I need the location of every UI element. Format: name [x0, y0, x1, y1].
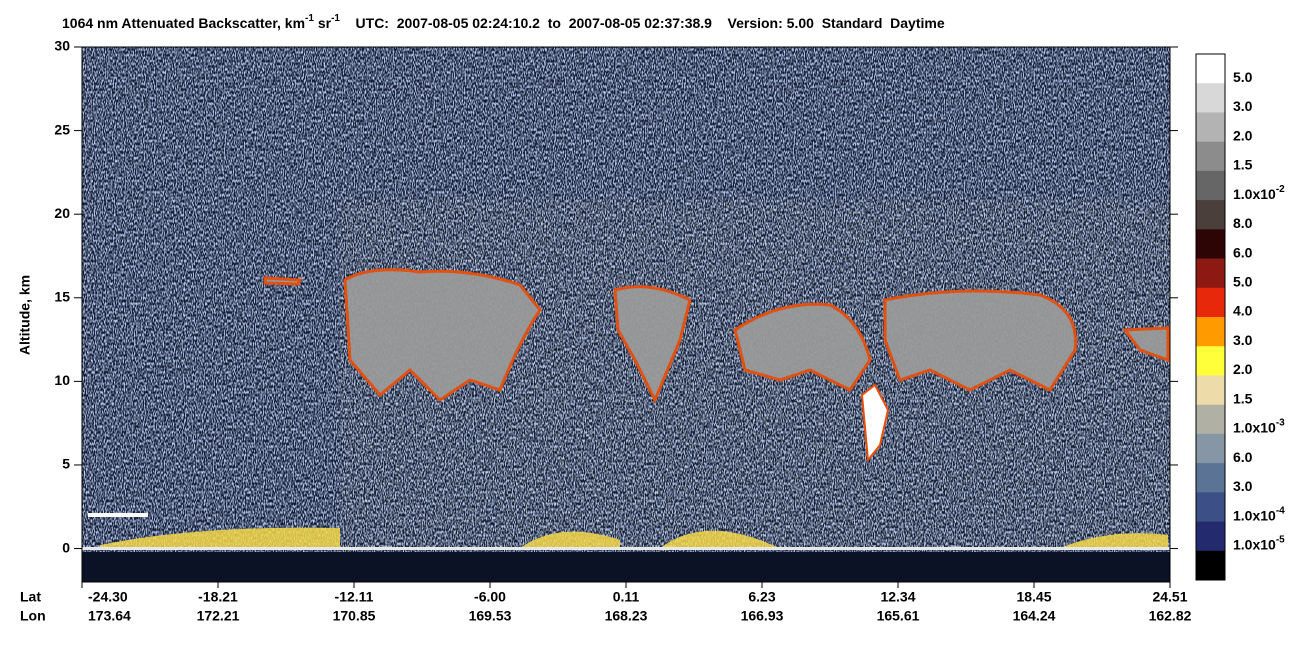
colorbar-segment: [1196, 83, 1225, 113]
y-tick-label: 5: [62, 456, 70, 472]
colorbar-label: 3.0: [1233, 98, 1253, 114]
colorbar-segment: [1196, 521, 1225, 552]
colorbar-segment: [1196, 404, 1225, 435]
y-tick-label: 0: [62, 539, 70, 555]
colorbar-segment: [1196, 141, 1225, 172]
lon-tick-label: 169.53: [469, 608, 512, 624]
lon-tick-label: 164.24: [1013, 608, 1056, 624]
colorbar-label-text: 2.0: [1233, 361, 1253, 377]
lon-tick-label: 165.61: [877, 608, 920, 624]
colorbar-segment: [1196, 258, 1225, 289]
y-axis-label: Altitude, km: [17, 275, 33, 355]
colorbar-segment: [1196, 54, 1225, 84]
colorbar-label-text: 2.0: [1233, 127, 1253, 143]
lon-row-label: Lon: [20, 608, 46, 624]
colorbar-label: 1.0x10-4: [1233, 505, 1285, 523]
lat-tick-label: -6.00: [474, 589, 506, 605]
colorbar-label-exp: -4: [1276, 505, 1285, 516]
y-tick-label: 15: [54, 288, 70, 304]
colorbar-label-text: 1.0x10: [1233, 536, 1276, 552]
colorbar-label: 1.0x10-5: [1233, 534, 1285, 552]
colorbar-label: 1.5: [1233, 390, 1253, 406]
colorbar-label-text: 1.0x10: [1233, 507, 1276, 523]
colorbar-segment: [1196, 346, 1225, 376]
colorbar-segment: [1196, 492, 1225, 523]
colorbar-label: 6.0: [1233, 449, 1253, 465]
colorbar-label: 2.0: [1233, 361, 1253, 377]
colorbar-segment: [1196, 463, 1225, 493]
lon-tick-label: 166.93: [741, 608, 784, 624]
colorbar-label: 1.5: [1233, 156, 1253, 172]
lat-tick-label: 18.45: [1016, 589, 1051, 605]
colorbar-label-text: 6.0: [1233, 244, 1253, 260]
lat-tick-label: 12.34: [880, 589, 915, 605]
colorbar-label-text: 8.0: [1233, 215, 1253, 231]
colorbar-segment: [1196, 200, 1225, 230]
colorbar-segment: [1196, 550, 1225, 581]
colorbar-label-text: 1.5: [1233, 390, 1253, 406]
colorbar-segment: [1196, 287, 1225, 318]
colorbar-label-text: 5.0: [1233, 273, 1253, 289]
colorbar-label: 6.0: [1233, 244, 1253, 260]
colorbar-label: 5.0: [1233, 273, 1253, 289]
lat-tick-label: 24.51: [1152, 589, 1187, 605]
colorbar-frame: [1195, 53, 1226, 581]
colorbar-label: 8.0: [1233, 215, 1253, 231]
lat-tick-label: -12.11: [335, 589, 374, 605]
colorbar-label-text: 1.5: [1233, 156, 1253, 172]
lon-tick-label: 168.23: [605, 608, 648, 624]
colorbar-label: 3.0: [1233, 478, 1253, 494]
colorbar-segment: [1196, 170, 1225, 201]
colorbar-label-text: 1.0x10: [1233, 186, 1276, 202]
lon-tick-label: 172.21: [197, 608, 240, 624]
colorbar-label-text: 3.0: [1233, 98, 1253, 114]
colorbar-label: 1.0x10-2: [1233, 183, 1285, 201]
y-tick-label: 25: [54, 121, 70, 137]
colorbar-segment: [1196, 112, 1225, 143]
colorbar-label: 3.0: [1233, 332, 1253, 348]
colorbar-label: 5.0: [1233, 69, 1253, 85]
y-tick-label: 10: [54, 372, 70, 388]
colorbar-label: 4.0: [1233, 302, 1253, 318]
colorbar-label-exp: -5: [1276, 534, 1285, 545]
lat-tick-label: -24.30: [88, 589, 128, 605]
lon-tick-label: 162.82: [1149, 608, 1192, 624]
colorbar-label-text: 4.0: [1233, 302, 1253, 318]
colorbar-label-text: 5.0: [1233, 69, 1253, 85]
lat-tick-label: 0.11: [613, 589, 640, 605]
colorbar-segment: [1196, 375, 1225, 406]
colorbar-label: 2.0: [1233, 127, 1253, 143]
chart-title: 1064 nm Attenuated Backscatter, km-1 sr-…: [62, 13, 945, 31]
colorbar-label-text: 3.0: [1233, 332, 1253, 348]
lat-tick-label: 6.23: [748, 589, 775, 605]
lat-row-label: Lat: [20, 589, 41, 605]
colorbar-label: 1.0x10-3: [1233, 417, 1285, 435]
colorbar-label-exp: -3: [1276, 417, 1285, 428]
lon-tick-label: 173.64: [88, 608, 131, 624]
y-tick-label: 20: [54, 205, 70, 221]
lat-tick-label: -18.21: [198, 589, 238, 605]
y-tick-label: 30: [54, 38, 70, 54]
colorbar-label-text: 1.0x10: [1233, 419, 1276, 435]
colorbar-label-exp: -2: [1276, 183, 1285, 194]
backscatter-image: [82, 47, 1170, 582]
colorbar-segment: [1196, 317, 1225, 347]
lon-tick-label: 170.85: [333, 608, 376, 624]
colorbar-segment: [1196, 433, 1225, 464]
colorbar-label-text: 3.0: [1233, 478, 1253, 494]
colorbar-label-text: 6.0: [1233, 449, 1253, 465]
colorbar-segment: [1196, 229, 1225, 260]
